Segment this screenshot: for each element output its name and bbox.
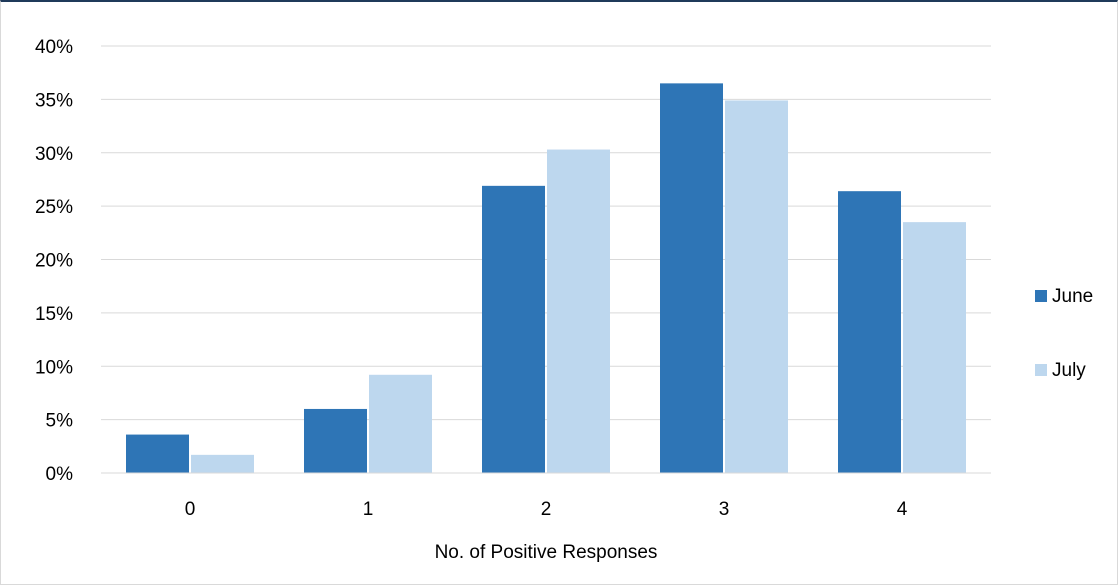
- bars: [126, 83, 966, 474]
- bar-june-0: [126, 434, 189, 473]
- bar-july-3: [725, 100, 788, 473]
- x-axis-title: No. of Positive Responses: [435, 542, 658, 563]
- bar-july-4: [903, 222, 966, 473]
- x-axis-tick-labels: 0 1 2 3 4: [185, 499, 908, 520]
- legend-swatch-july: [1035, 364, 1047, 376]
- bar-july-1: [369, 374, 432, 473]
- y-tick-label: 30%: [35, 144, 73, 165]
- bar-june-3: [660, 83, 723, 474]
- gridlines: [101, 45, 991, 421]
- x-tick-label: 1: [363, 499, 374, 520]
- legend-swatch-june: [1035, 290, 1047, 302]
- bar-june-1: [304, 408, 367, 473]
- legend-label-june: June: [1052, 286, 1093, 307]
- y-tick-label: 20%: [35, 251, 73, 272]
- x-tick-label: 3: [719, 499, 730, 520]
- x-tick-label: 0: [185, 499, 196, 520]
- bar-june-4: [838, 191, 901, 473]
- y-tick-label: 40%: [35, 37, 73, 58]
- x-tick-label: 2: [541, 499, 552, 520]
- y-axis-tick-labels: 0% 5% 10% 15% 20% 25% 30% 35% 40%: [35, 37, 73, 485]
- y-tick-label: 0%: [46, 464, 74, 485]
- bar-july-0: [191, 454, 254, 473]
- x-tick-label: 4: [897, 499, 908, 520]
- y-tick-label: 25%: [35, 197, 73, 218]
- y-tick-label: 35%: [35, 90, 73, 111]
- bar-july-2: [547, 149, 610, 474]
- y-tick-label: 5%: [46, 411, 74, 432]
- legend: June July: [1035, 286, 1093, 381]
- y-tick-label: 15%: [35, 304, 73, 325]
- legend-label-july: July: [1052, 360, 1086, 381]
- bar-june-2: [482, 185, 545, 473]
- y-tick-label: 10%: [35, 357, 73, 378]
